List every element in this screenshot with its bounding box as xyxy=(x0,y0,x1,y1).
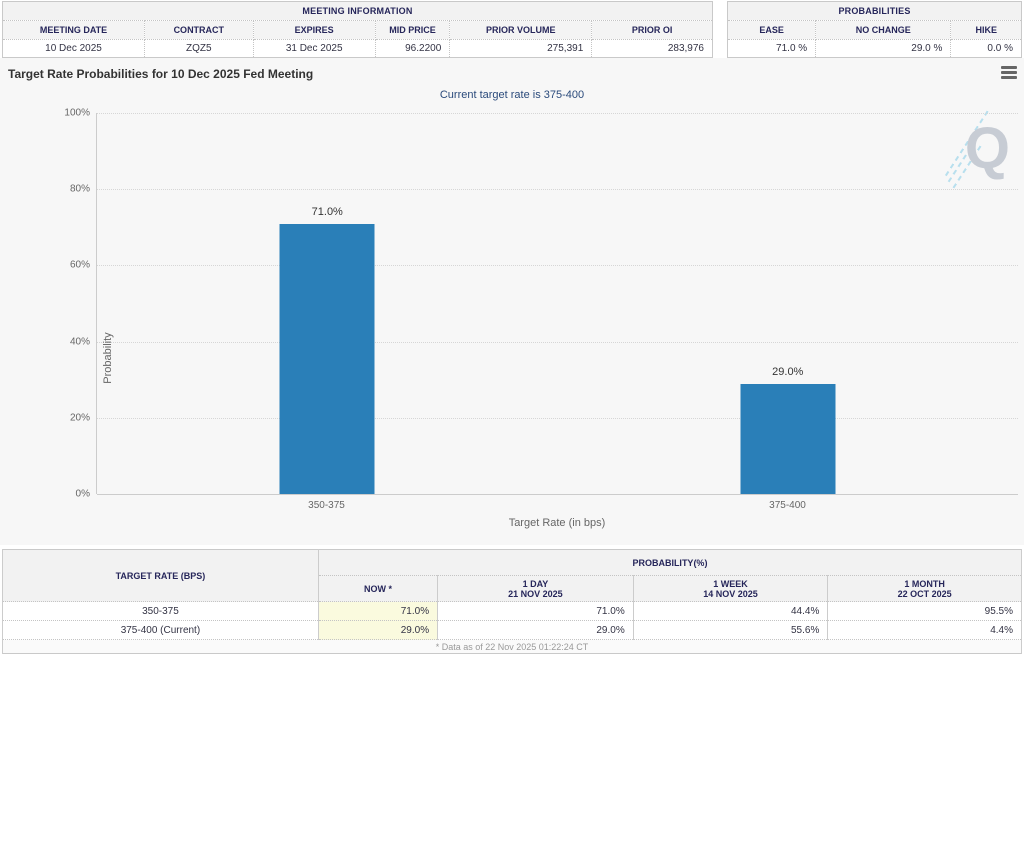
one-day-date: 21 NOV 2025 xyxy=(508,588,563,599)
no-change-header: NO CHANGE xyxy=(815,20,952,40)
gridline-80 xyxy=(97,189,1018,190)
y-tick-label: 60% xyxy=(69,259,90,271)
no-change-value: 29.0 % xyxy=(815,39,952,58)
probabilities-table: PROBABILITIES EASE NO CHANGE HIKE 71.0 %… xyxy=(726,1,1022,58)
expires-value: 31 Dec 2025 xyxy=(252,39,376,58)
prior-volume-value: 275,391 xyxy=(449,39,593,58)
y-tick-label: 80% xyxy=(69,183,90,195)
data-as-of-footnote: * Data as of 22 Nov 2025 01:22:24 CT xyxy=(2,639,1022,654)
bar-series: 71.0% 29.0% xyxy=(97,113,1018,494)
one-month-column-header: 1 MONTH 22 OCT 2025 xyxy=(827,575,1022,602)
x-axis-title: Target Rate (in bps) xyxy=(508,517,606,529)
contract-value: ZQZ5 xyxy=(144,39,254,58)
chart-subtitle: Current target rate is 375-400 xyxy=(439,89,585,101)
meeting-information-table: MEETING INFORMATION MEETING DATE CONTRAC… xyxy=(2,1,713,58)
x-category-label: 375-400 xyxy=(769,500,806,511)
hike-value: 0.0 % xyxy=(950,39,1022,58)
rate-range-cell: 350-375 xyxy=(2,601,319,621)
table-row: 350-375 71.0% 71.0% 44.4% 95.5% xyxy=(2,601,1022,621)
one-week-column-header: 1 WEEK 14 NOV 2025 xyxy=(632,575,829,602)
one-week-date: 14 NOV 2025 xyxy=(703,588,758,599)
mid-price-header: MID PRICE xyxy=(374,20,451,40)
prior-oi-value: 283,976 xyxy=(591,39,713,58)
y-tick-label: 100% xyxy=(64,107,90,119)
gridline-40 xyxy=(97,342,1018,343)
y-tick-label: 0% xyxy=(75,488,90,500)
meeting-information-title: MEETING INFORMATION xyxy=(2,1,713,21)
meeting-date-header: MEETING DATE xyxy=(2,20,145,40)
table-row: 375-400 (Current) 29.0% 29.0% 55.6% 4.4% xyxy=(2,620,1022,640)
rate-range-cell: 375-400 (Current) xyxy=(2,620,319,640)
category-slot: 71.0% xyxy=(97,113,558,494)
bar[interactable] xyxy=(740,383,836,494)
gridline-100 xyxy=(97,113,1018,114)
y-tick-label: 40% xyxy=(69,336,90,348)
category-slot: 29.0% xyxy=(558,113,1019,494)
bar-value-label: 29.0% xyxy=(772,365,804,378)
now-probability-cell: 71.0% xyxy=(317,601,439,621)
hike-header: HIKE xyxy=(950,20,1022,40)
now-probability-cell: 29.0% xyxy=(317,620,439,640)
one-day-probability-cell: 71.0% xyxy=(437,601,634,621)
top-summary-tables: MEETING INFORMATION MEETING DATE CONTRAC… xyxy=(0,1,1024,58)
prior-oi-header: PRIOR OI xyxy=(591,20,713,40)
mid-price-value: 96.2200 xyxy=(374,39,451,58)
probabilities-title: PROBABILITIES xyxy=(727,1,1022,21)
prior-volume-header: PRIOR VOLUME xyxy=(449,20,593,40)
one-day-column-header: 1 DAY 21 NOV 2025 xyxy=(437,575,634,602)
probability-chart: Target Rate Probabilities for 10 Dec 202… xyxy=(0,58,1024,545)
expires-header: EXPIRES xyxy=(252,20,376,40)
one-week-probability-cell: 44.4% xyxy=(632,601,829,621)
meeting-date-value: 10 Dec 2025 xyxy=(2,39,145,58)
now-column-header: NOW * xyxy=(317,575,439,602)
hamburger-icon[interactable] xyxy=(1001,66,1017,79)
x-axis-line xyxy=(97,494,1018,495)
one-day-probability-cell: 29.0% xyxy=(437,620,634,640)
target-rate-bps-header: TARGET RATE (BPS) xyxy=(2,549,319,602)
one-day-label: 1 DAY xyxy=(522,578,549,589)
x-axis-labels: 350-375 375-400 xyxy=(96,500,1018,511)
chart-title: Target Rate Probabilities for 10 Dec 202… xyxy=(8,67,314,81)
ease-value: 71.0 % xyxy=(726,39,817,58)
y-tick-label: 20% xyxy=(69,412,90,424)
bar-value-label: 71.0% xyxy=(311,205,343,218)
gridline-60 xyxy=(97,265,1018,266)
x-category-label: 350-375 xyxy=(308,500,345,511)
one-month-date: 22 OCT 2025 xyxy=(897,588,952,599)
probability-pct-header: PROBABILITY(%) xyxy=(317,549,1023,576)
probability-history-table: TARGET RATE (BPS) PROBABILITY(%) NOW * 1… xyxy=(2,549,1023,654)
table-row: * Data as of 22 Nov 2025 01:22:24 CT xyxy=(2,639,1022,654)
one-week-probability-cell: 55.6% xyxy=(632,620,829,640)
gridline-20 xyxy=(97,418,1018,419)
ease-header: EASE xyxy=(726,20,817,40)
contract-header: CONTRACT xyxy=(144,20,254,40)
one-month-label: 1 MONTH xyxy=(904,578,945,589)
one-month-probability-cell: 95.5% xyxy=(827,601,1022,621)
plot-area: 100% 80% 60% 40% 20% 0% Probability 71.0… xyxy=(64,108,1018,500)
one-week-label: 1 WEEK xyxy=(713,578,748,589)
one-month-probability-cell: 4.4% xyxy=(827,620,1022,640)
now-label: NOW * xyxy=(363,583,392,594)
bar[interactable] xyxy=(279,223,375,494)
